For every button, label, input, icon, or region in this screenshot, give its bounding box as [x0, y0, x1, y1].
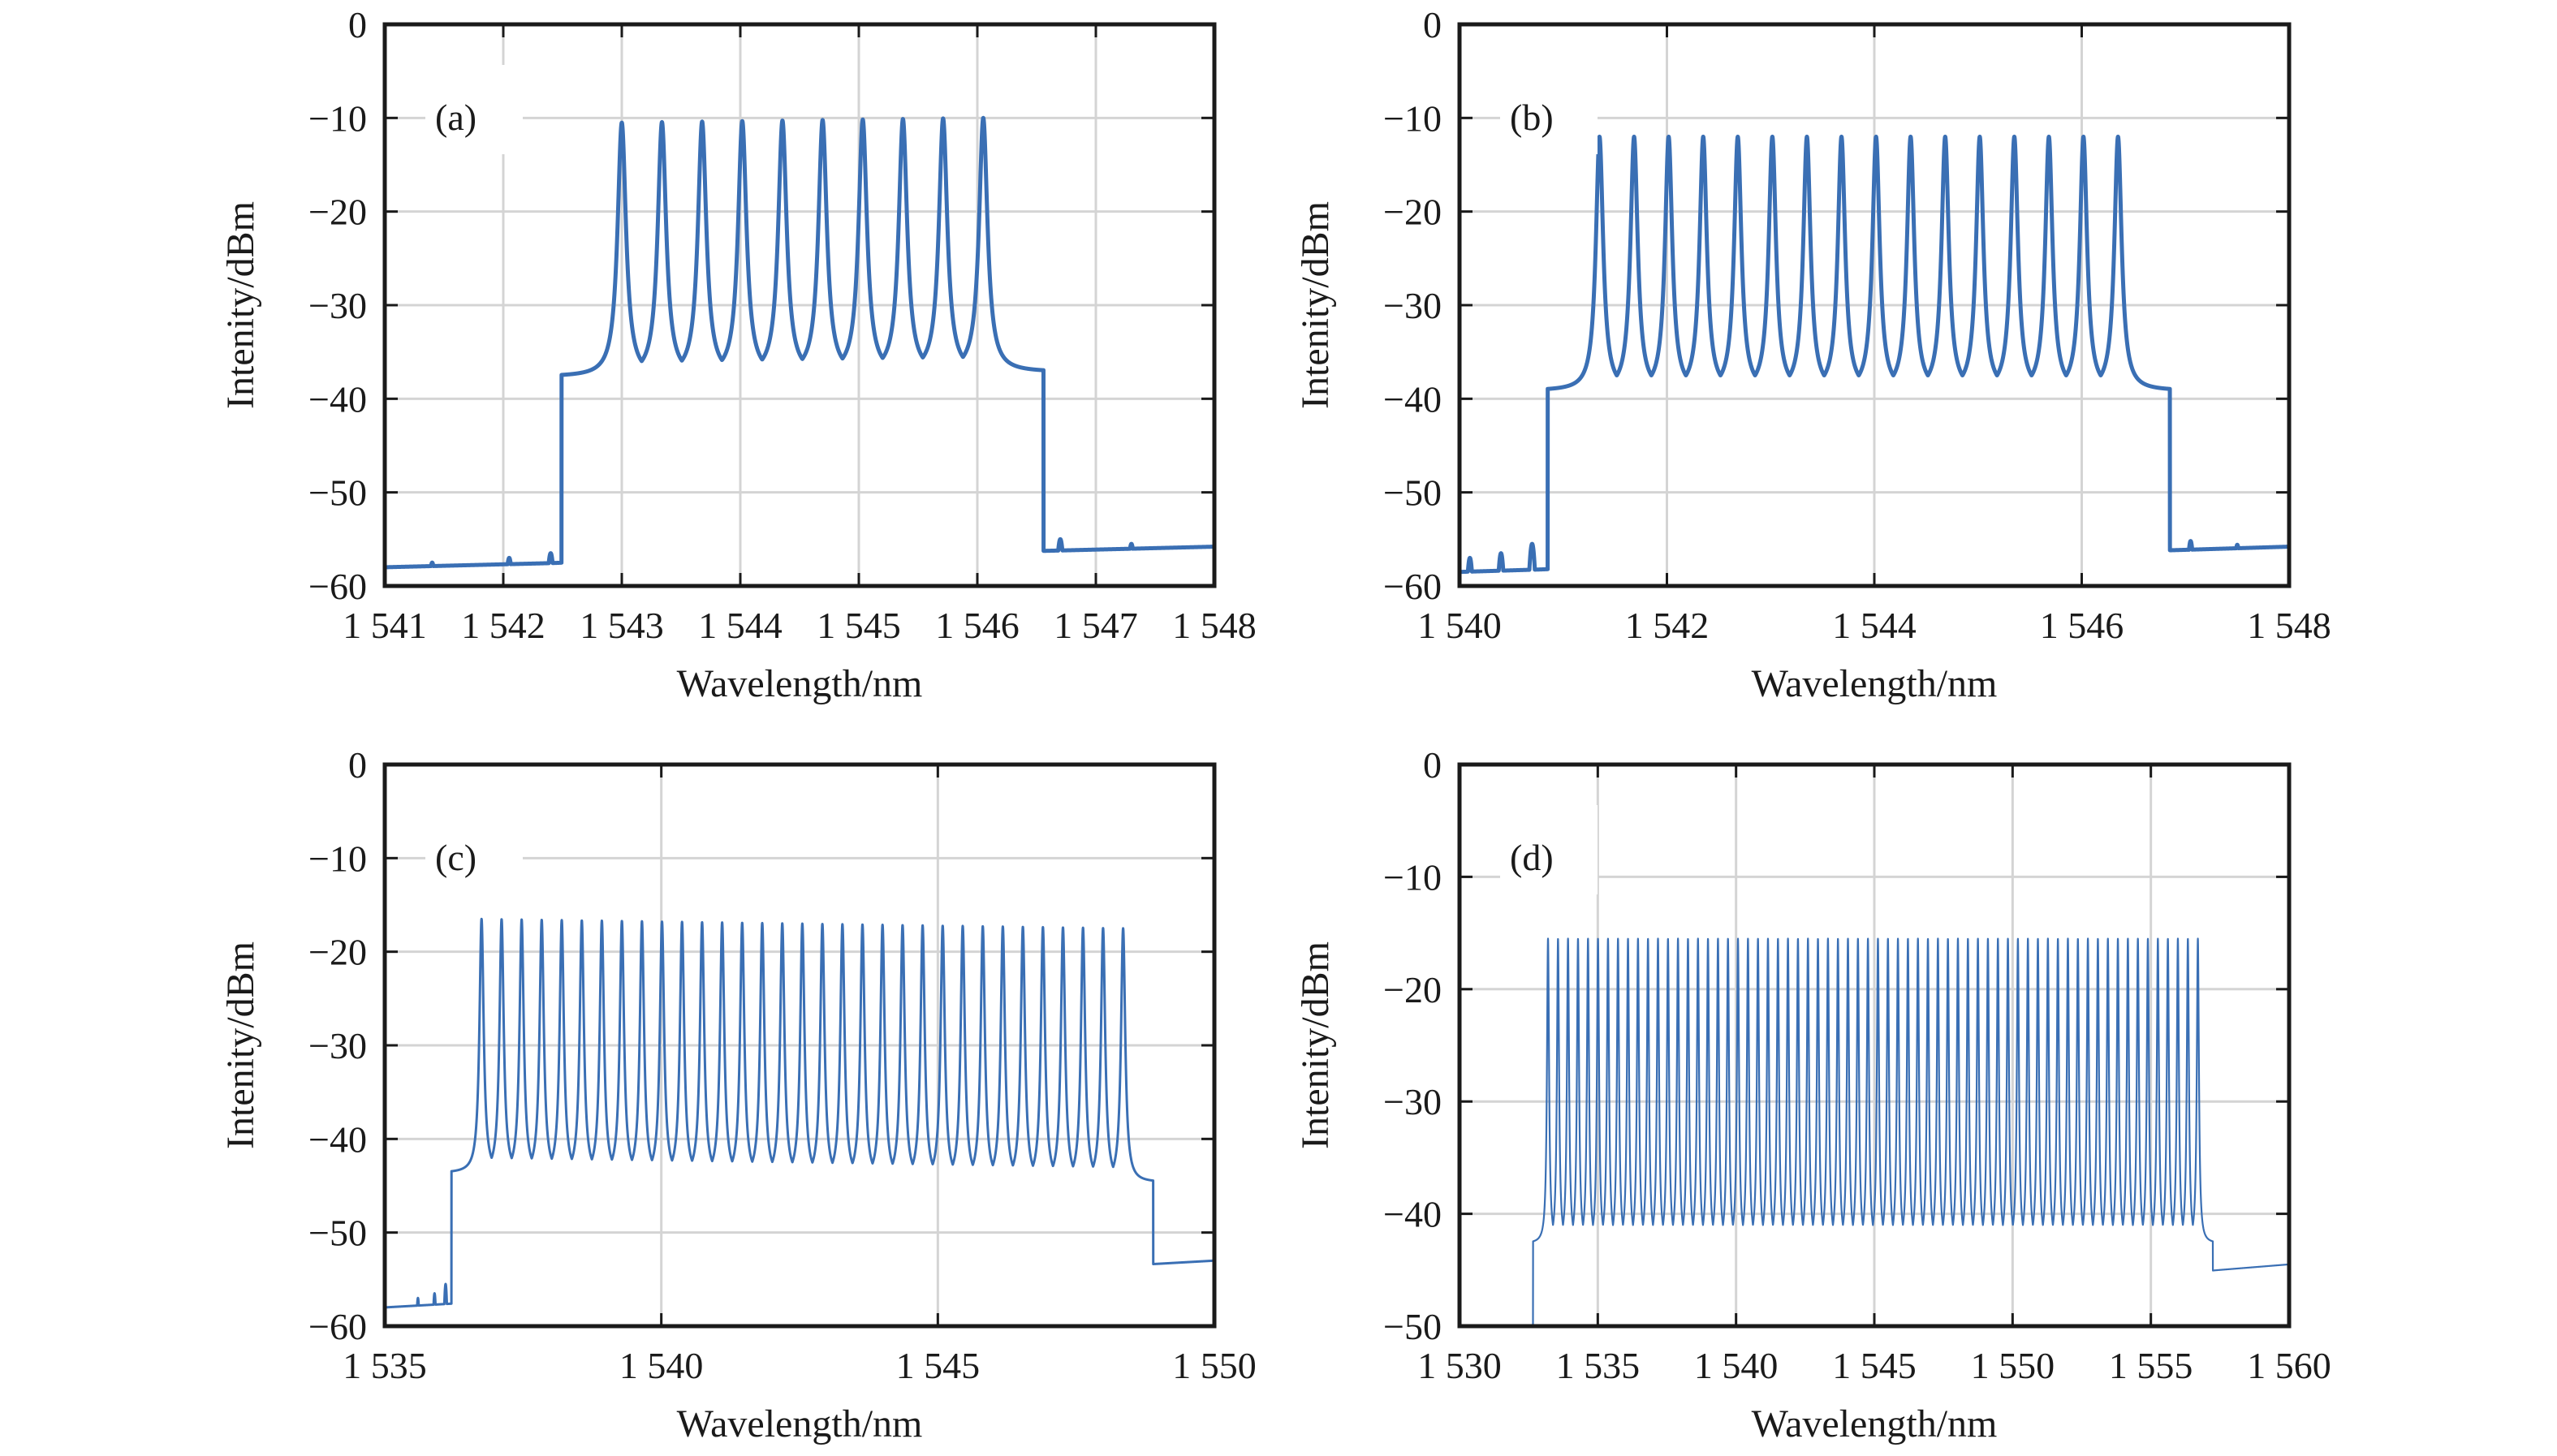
panel-label-b: (b) — [1510, 97, 1554, 138]
x-tick-label: 1 535 — [1556, 1345, 1641, 1386]
panel-a: 1 541 1 542 1 543 1 544 1 545 1 546 1 547 1 548… — [219, 4, 1257, 705]
y-tick-label: −30 — [1383, 285, 1442, 326]
y-tick-label: −10 — [1383, 97, 1442, 139]
panel-label-bg — [425, 65, 523, 154]
x-tick-label: 1 548 — [2247, 605, 2331, 646]
x-tick-label: 1 542 — [1625, 605, 1710, 646]
x-axis-label: Wavelength/nm — [1752, 662, 1998, 705]
x-tick-label: 1 540 — [1694, 1345, 1779, 1386]
y-tick-label: −60 — [308, 1306, 367, 1347]
y-tick-label: 0 — [1423, 4, 1442, 45]
x-tick-label: 1 547 — [1054, 605, 1138, 646]
x-tick-label: 1 545 — [896, 1345, 981, 1386]
panel-label-d: (d) — [1510, 837, 1554, 878]
y-tick-label: −50 — [308, 1213, 367, 1254]
x-tick-label: 1 541 — [343, 605, 427, 646]
y-tick-label: −10 — [308, 838, 367, 879]
x-tick-label: 1 544 — [1832, 605, 1917, 646]
y-tick-label: −60 — [308, 566, 367, 607]
y-tick-label: −40 — [1383, 378, 1442, 420]
y-tick-label: −20 — [308, 932, 367, 973]
y-tick-label: −20 — [308, 192, 367, 233]
y-tick-label: −50 — [1383, 472, 1442, 514]
y-tick-label: −10 — [1383, 856, 1442, 898]
x-tick-label: 1 548 — [1172, 605, 1257, 646]
panel-label-bg — [1500, 65, 1598, 154]
x-tick-label: 1 543 — [580, 605, 664, 646]
x-tick-label: 1 530 — [1417, 1345, 1502, 1386]
y-tick-label: −60 — [1383, 566, 1442, 607]
x-tick-label: 1 544 — [698, 605, 783, 646]
y-tick-label: −30 — [308, 285, 367, 326]
panel-label-bg — [425, 805, 523, 894]
x-axis-label: Wavelength/nm — [1752, 1402, 1998, 1445]
spectrum-trace — [382, 115, 1217, 570]
y-axis-label: Intenity/dBm — [219, 201, 262, 409]
x-tick-label: 1 535 — [343, 1345, 427, 1386]
x-tick-label: 1 540 — [1417, 605, 1502, 646]
y-tick-label: −20 — [1383, 969, 1442, 1010]
panel-label-bg — [1500, 805, 1598, 894]
x-tick-label: 1 545 — [1832, 1345, 1917, 1386]
x-tick-label: 1 540 — [619, 1345, 704, 1386]
y-tick-label: −10 — [308, 97, 367, 139]
y-tick-label: 0 — [348, 744, 367, 786]
spectrum-trace — [1459, 937, 2290, 1328]
x-tick-label: 1 546 — [2040, 605, 2124, 646]
x-tick-label: 1 542 — [461, 605, 545, 646]
y-tick-label: −30 — [308, 1025, 367, 1066]
x-axis-label: Wavelength/nm — [677, 1402, 923, 1445]
x-tick-label: 1 550 — [1971, 1345, 2055, 1386]
spectrum-trace — [1457, 134, 2292, 575]
y-tick-label: −30 — [1383, 1081, 1442, 1122]
x-tick-label: 1 550 — [1172, 1345, 1257, 1386]
x-tick-label: 1 546 — [935, 605, 1020, 646]
spectrum-trace — [383, 917, 1216, 1309]
panel-b: 1 540 1 542 1 544 1 546 1 548 0 −10 −20 −30 −40 −5… — [1294, 4, 2331, 705]
x-tick-label: 1 555 — [2109, 1345, 2193, 1386]
y-tick-label: −20 — [1383, 192, 1442, 233]
x-axis-label: Wavelength/nm — [677, 662, 923, 705]
y-axis-label: Intenity/dBm — [1294, 941, 1337, 1149]
panel-label-a: (a) — [435, 97, 476, 138]
y-tick-label: −40 — [1383, 1194, 1442, 1235]
panel-label-c: (c) — [435, 837, 476, 878]
y-tick-label: −40 — [308, 378, 367, 420]
panel-c: 1 535 1 540 1 545 1 550 0 −10 −20 −30 −40 −50 −60 W… — [219, 744, 1257, 1445]
x-tick-label: 1 560 — [2247, 1345, 2331, 1386]
x-tick-label: 1 545 — [817, 605, 901, 646]
y-tick-label: −50 — [1383, 1306, 1442, 1347]
panel-d: 1 530 1 535 1 540 1 545 1 550 1 555 1 560 0 −10 −… — [1294, 744, 2331, 1445]
y-axis-label: Intenity/dBm — [1294, 201, 1337, 409]
y-tick-label: −50 — [308, 472, 367, 514]
y-tick-label: 0 — [1423, 744, 1442, 786]
y-tick-label: 0 — [348, 4, 367, 45]
y-tick-label: −40 — [308, 1118, 367, 1160]
y-axis-label: Intenity/dBm — [219, 941, 262, 1149]
